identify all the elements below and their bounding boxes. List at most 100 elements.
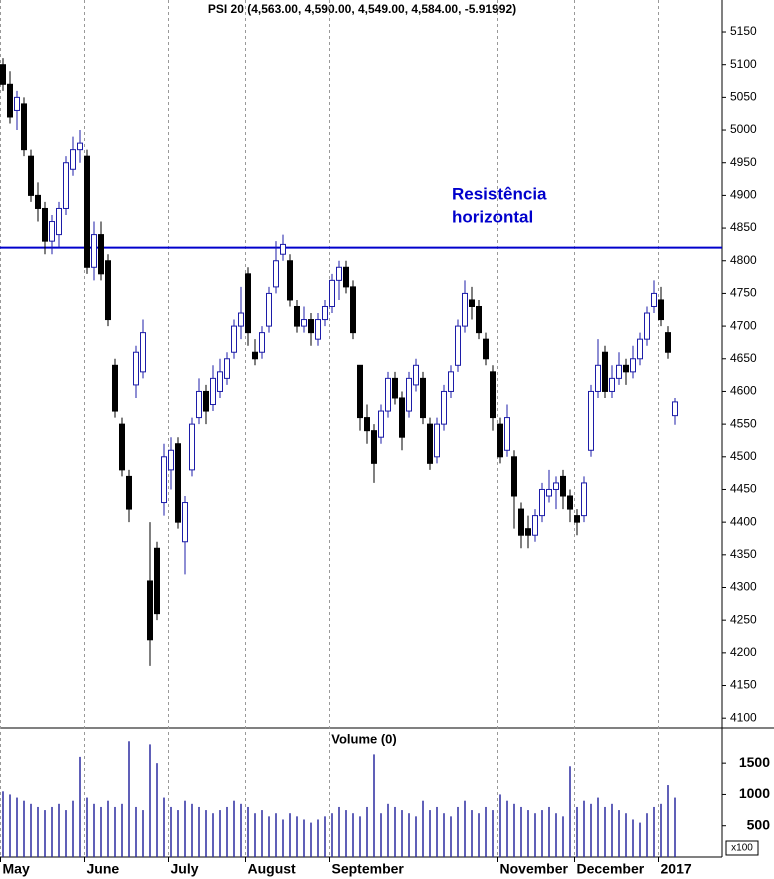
- candle-body: [63, 162, 69, 209]
- candle-body: [546, 488, 552, 497]
- candle-body: [399, 397, 405, 438]
- candle-body: [175, 443, 181, 523]
- volume-tick-label: 500: [747, 816, 771, 832]
- candle-body: [168, 449, 174, 471]
- y-tick-label: 5100: [730, 57, 757, 71]
- candle-body: [672, 401, 678, 417]
- y-tick-label: 4350: [730, 547, 757, 561]
- candle-body: [511, 456, 517, 497]
- candle-body: [42, 207, 48, 242]
- candle-body: [273, 260, 279, 288]
- candle-body: [406, 377, 412, 412]
- candle-body: [154, 547, 160, 615]
- volume-tick-label: 1500: [739, 754, 770, 770]
- unit-box: [725, 840, 759, 856]
- candle-body: [238, 312, 244, 327]
- candle-body: [301, 319, 307, 327]
- candle-body: [476, 305, 482, 334]
- resistance-label: Resistência: [452, 184, 547, 203]
- candle-body: [364, 417, 370, 432]
- candle-body: [77, 142, 83, 151]
- x-tick-label: June: [87, 861, 120, 877]
- candle-body: [455, 325, 461, 366]
- candle-body: [203, 390, 209, 412]
- candle-body: [266, 292, 272, 327]
- candle-body: [441, 390, 447, 425]
- candle-body: [182, 502, 188, 543]
- candle-body: [371, 430, 377, 464]
- volume-tick-label: 1000: [739, 785, 770, 801]
- candle-body: [588, 390, 594, 451]
- candle-body: [392, 377, 398, 399]
- candle-body: [119, 423, 125, 471]
- candle-body: [658, 299, 664, 321]
- candle-body: [224, 358, 230, 379]
- y-tick-label: 4250: [730, 612, 757, 626]
- candle-body: [259, 332, 265, 353]
- candle-body: [0, 64, 6, 85]
- candle-body: [322, 305, 328, 321]
- volume-title: Volume (0): [331, 731, 397, 746]
- candle-body: [553, 482, 559, 490]
- candle-body: [196, 390, 202, 419]
- candle-body: [483, 338, 489, 360]
- candle-body: [217, 371, 223, 392]
- candle-body: [434, 423, 440, 458]
- candle-body: [126, 475, 132, 510]
- candle-body: [357, 364, 363, 419]
- candle-body: [609, 377, 615, 392]
- candle-body: [413, 364, 419, 386]
- candle-body: [525, 528, 531, 536]
- y-tick-label: 4450: [730, 482, 757, 496]
- candle-body: [644, 312, 650, 340]
- candle-body: [490, 371, 496, 419]
- candle-body: [140, 332, 146, 373]
- candle-body: [378, 410, 384, 438]
- candle-body: [665, 332, 671, 353]
- candle-body: [189, 423, 195, 471]
- x-tick-label: August: [248, 861, 297, 877]
- candle-body: [595, 364, 601, 392]
- y-tick-label: 4550: [730, 416, 757, 430]
- x-tick-label: May: [3, 861, 30, 877]
- candle-body: [294, 305, 300, 327]
- candle-body: [91, 234, 97, 268]
- x-tick-label: 2017: [661, 861, 692, 877]
- candle-body: [252, 351, 258, 360]
- candle-body: [336, 266, 342, 281]
- x-tick-label: November: [500, 861, 569, 877]
- y-tick-label: 4300: [730, 580, 757, 594]
- candle-body: [21, 103, 27, 151]
- candle-body: [329, 279, 335, 307]
- candle-body: [385, 377, 391, 412]
- candle-body: [560, 475, 566, 497]
- y-tick-label: 4850: [730, 220, 757, 234]
- candle-body: [504, 417, 510, 451]
- candle-body: [35, 194, 41, 209]
- x-tick-label: September: [332, 861, 405, 877]
- resistance-label: horizontal: [452, 207, 533, 226]
- candle-body: [637, 338, 643, 360]
- candle-body: [350, 286, 356, 334]
- candle-body: [497, 423, 503, 458]
- y-tick-label: 4400: [730, 514, 757, 528]
- candle-body: [581, 482, 587, 517]
- candle-body: [623, 364, 629, 373]
- y-tick-label: 4600: [730, 384, 757, 398]
- candle-body: [147, 580, 153, 641]
- y-tick-label: 4200: [730, 645, 757, 659]
- candle-body: [469, 299, 475, 307]
- candle-body: [287, 260, 293, 301]
- candle-body: [427, 423, 433, 464]
- candle-body: [7, 83, 13, 118]
- candle-body: [280, 243, 286, 255]
- candle-body: [161, 456, 167, 504]
- candle-body: [14, 96, 20, 111]
- candle-body: [28, 155, 34, 196]
- y-tick-label: 4100: [730, 710, 757, 724]
- y-tick-label: 4650: [730, 351, 757, 365]
- unit-label: x100: [731, 843, 753, 854]
- y-tick-label: 5150: [730, 24, 757, 38]
- candle-body: [518, 508, 524, 536]
- x-tick-label: December: [577, 861, 645, 877]
